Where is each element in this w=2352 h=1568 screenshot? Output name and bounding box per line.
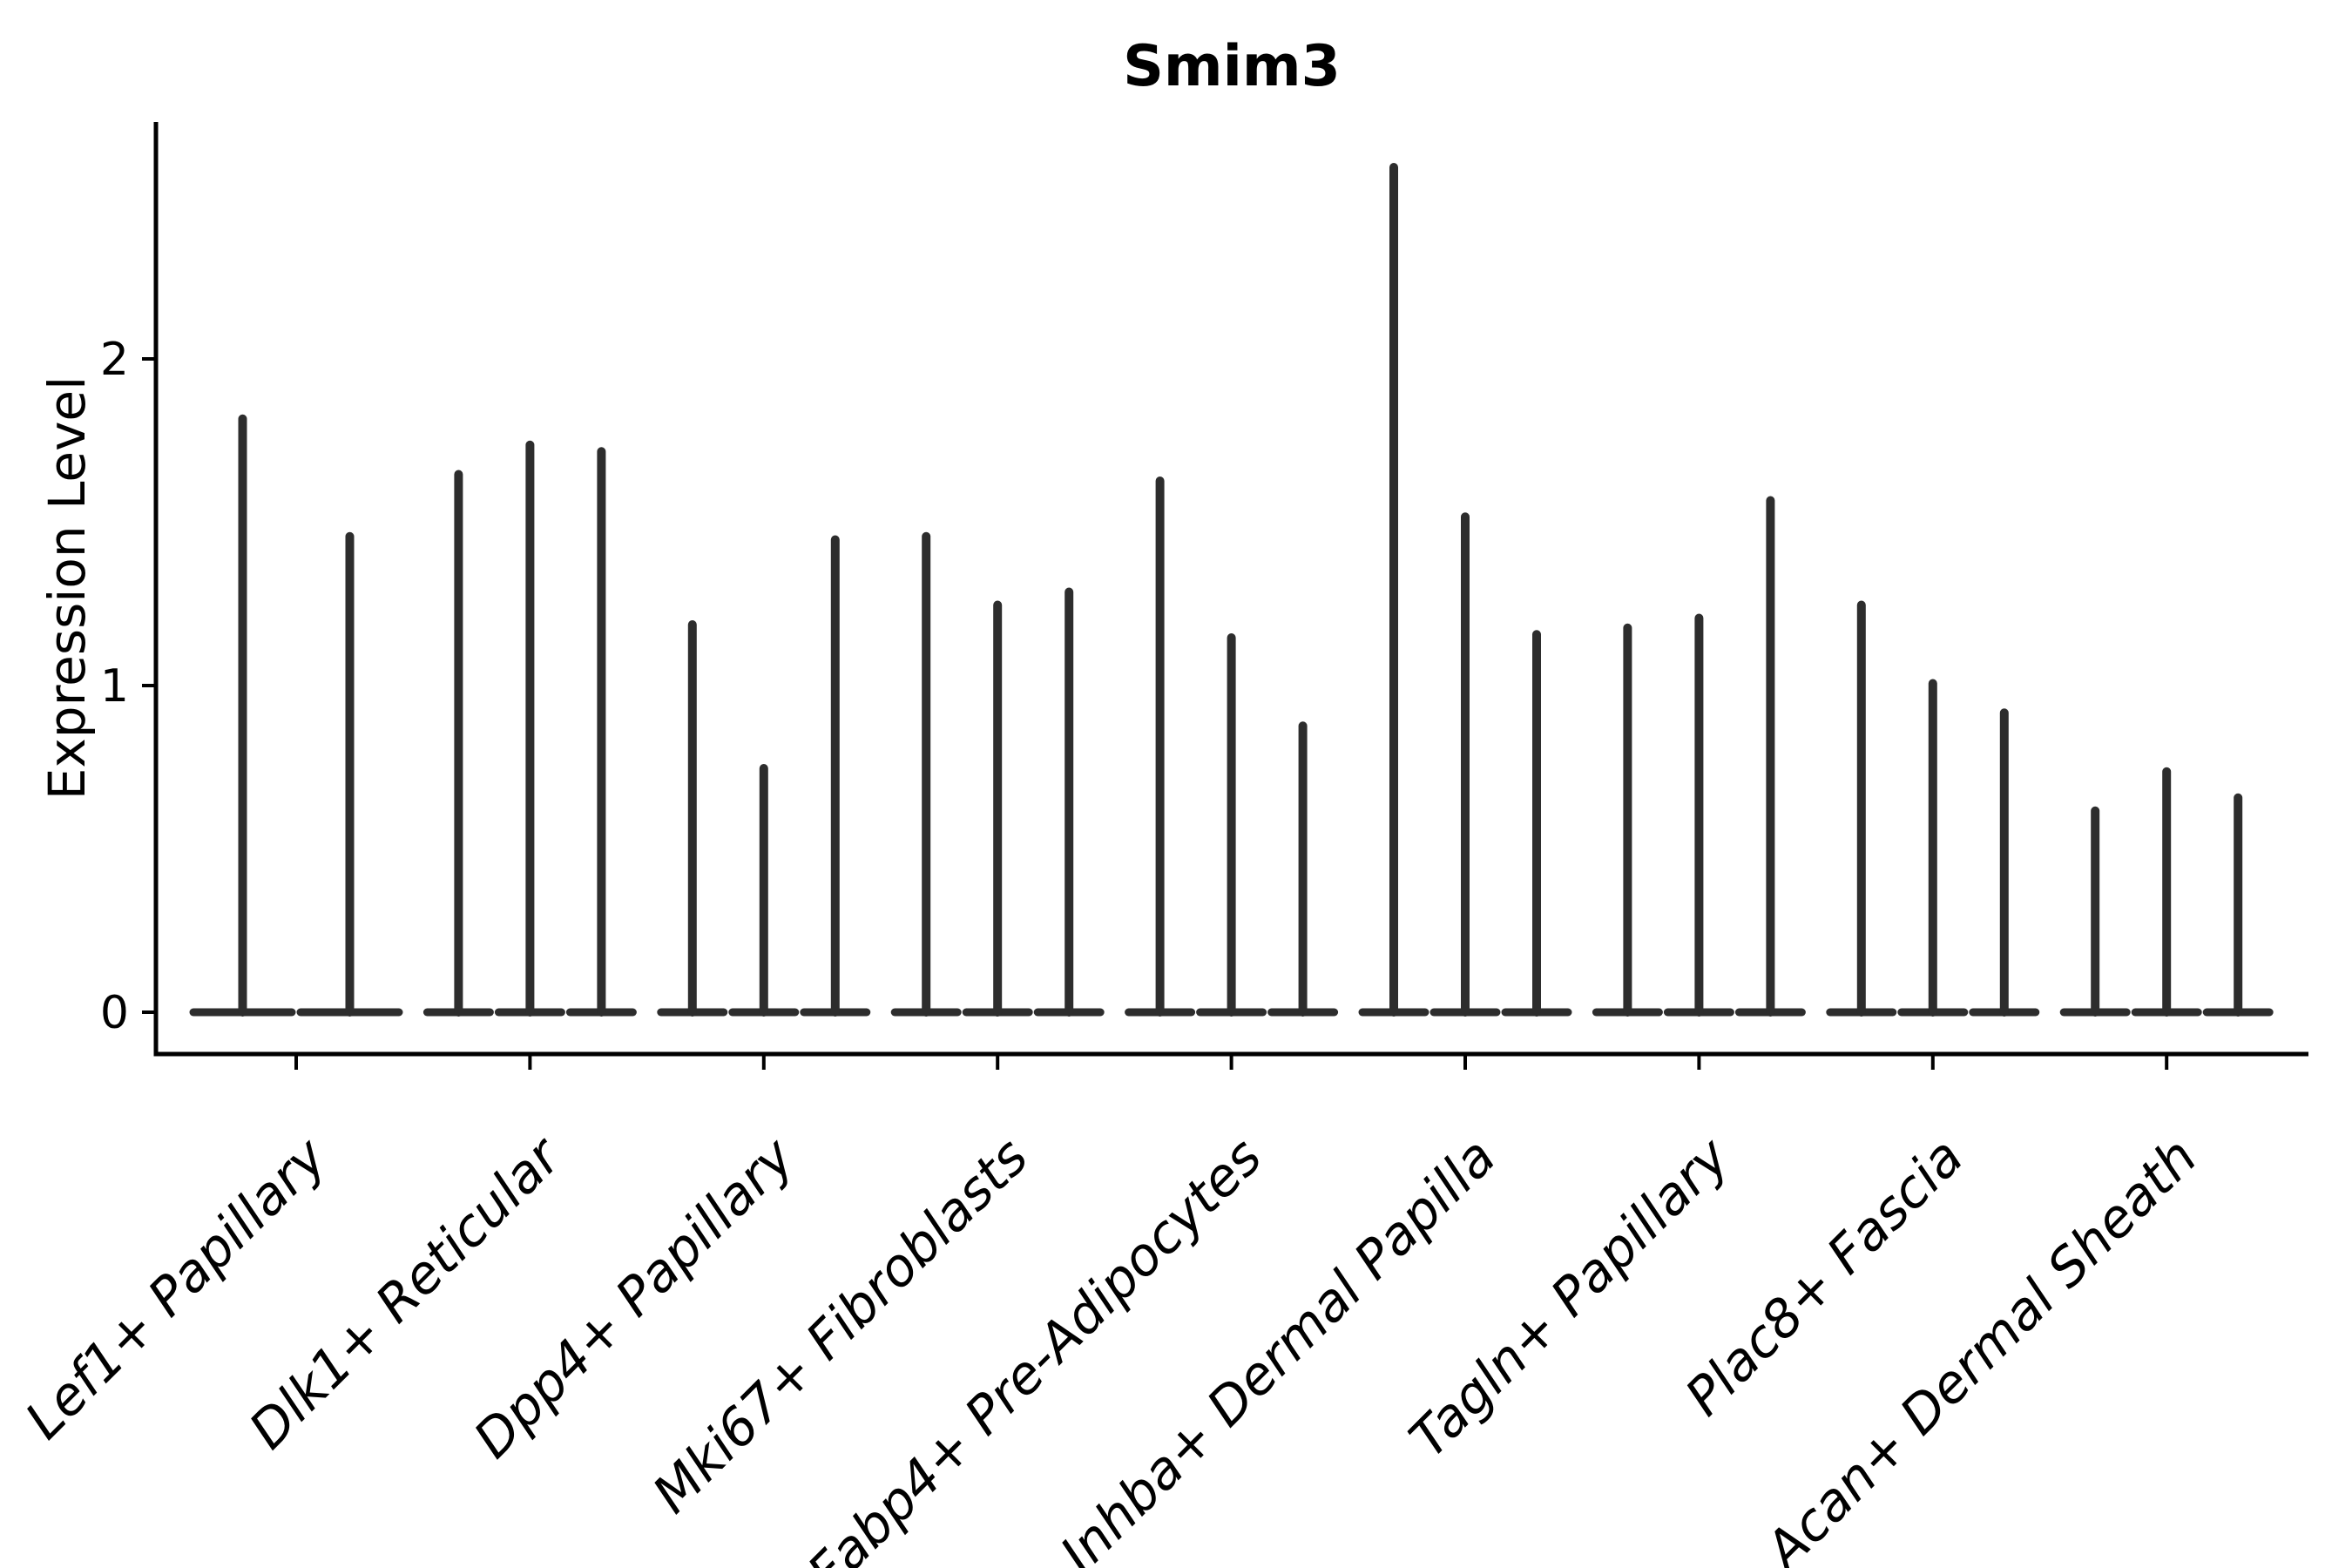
y-ticks: [142, 357, 156, 1014]
violin: [2202, 793, 2274, 1017]
violin: [728, 764, 800, 1017]
y-tick-label: 2: [100, 334, 129, 386]
violin: [1501, 630, 1572, 1017]
violin: [890, 531, 962, 1017]
violin: [1358, 163, 1429, 1017]
violin: [1734, 496, 1806, 1017]
violin: [1267, 721, 1339, 1017]
violin: [296, 531, 403, 1017]
violin: [1663, 613, 1734, 1017]
x-tick-label: Inhba+ Dermal Papilla: [1049, 1126, 1507, 1568]
x-tick-label: Mki67+ Fibroblasts: [641, 1126, 1040, 1525]
chart-title: Smim3: [1123, 34, 1341, 99]
violin: [1897, 679, 1969, 1017]
violins: [189, 163, 2274, 1017]
violin: [962, 600, 1033, 1017]
x-tick-label: Fabp4+ Pre-Adipocytes: [796, 1126, 1274, 1568]
violin: [1969, 708, 2040, 1017]
violin: [1429, 512, 1501, 1017]
violin: [1033, 587, 1105, 1017]
violin: [1125, 476, 1196, 1017]
violin: [2131, 767, 2202, 1017]
x-ticks: [294, 1054, 2169, 1070]
y-axis-label: Expression Level: [37, 376, 97, 800]
y-tick-label: 0: [100, 987, 129, 1039]
violin: [494, 440, 565, 1017]
y-tick-label: 1: [100, 660, 129, 713]
violin: [189, 414, 296, 1017]
violin: [1826, 600, 1897, 1017]
violin: [1592, 623, 1663, 1017]
violin: [1196, 633, 1267, 1017]
x-tick-label: Acan+ Dermal Sheath: [1752, 1126, 2209, 1568]
y-tick-labels: 0 1 2: [100, 334, 129, 1039]
violin: [422, 470, 494, 1017]
violin: [565, 447, 637, 1017]
violin: [800, 535, 871, 1017]
violin: [657, 620, 728, 1017]
violin: [2059, 806, 2131, 1017]
